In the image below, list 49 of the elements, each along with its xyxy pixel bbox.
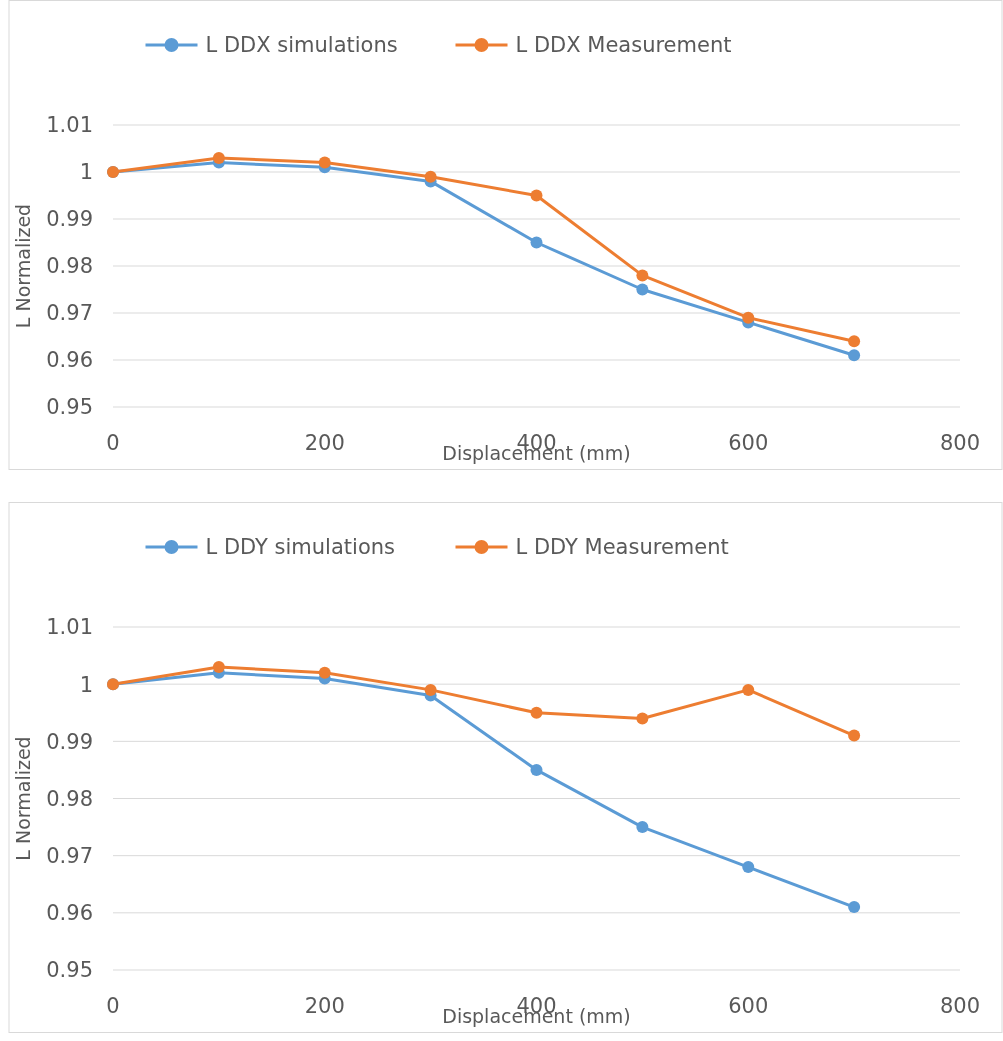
point: [424, 683, 437, 696]
point: [636, 821, 649, 834]
point: [212, 151, 225, 164]
y-tick-label: 1: [79, 672, 93, 697]
point: [848, 335, 861, 348]
y-tick-label: 1: [79, 160, 93, 185]
point: [530, 189, 543, 202]
y-tick-label: 1.01: [46, 615, 93, 640]
legend-label: L DDY Measurement: [515, 535, 729, 560]
y-tick-label: 1.01: [46, 113, 93, 138]
y-tick-label: 0.97: [46, 301, 93, 326]
x-tick-label: 600: [728, 431, 769, 455]
y-axis-title: L Normalized: [12, 203, 34, 329]
y-tick-label: 0.97: [46, 844, 93, 869]
point: [318, 666, 331, 679]
x-tick-label: 0: [106, 994, 120, 1018]
legend-label: L DDX simulations: [205, 33, 398, 58]
y-tick-label: 0.99: [46, 729, 93, 754]
point: [530, 236, 543, 249]
point: [530, 763, 543, 776]
point: [742, 311, 755, 324]
point: [848, 729, 861, 742]
x-tick-label: 800: [939, 994, 981, 1018]
x-tick-label: 600: [728, 994, 769, 1018]
x-tick-label: 200: [304, 994, 345, 1018]
y-tick-label: 0.98: [46, 786, 93, 811]
point: [848, 349, 861, 362]
point: [530, 706, 543, 719]
y-tick-label: 0.95: [46, 958, 93, 983]
point: [636, 269, 649, 282]
point: [212, 661, 225, 674]
legend-label: L DDY simulations: [205, 535, 395, 560]
y-tick-label: 0.96: [46, 901, 93, 926]
point: [742, 861, 755, 874]
y-tick-label: 0.96: [46, 348, 93, 373]
point: [424, 170, 437, 183]
legend-label: L DDX Measurement: [515, 33, 732, 58]
point: [636, 712, 649, 725]
point: [742, 683, 755, 696]
y-tick-label: 0.99: [46, 207, 93, 232]
point: [318, 156, 331, 169]
x-tick-label: 800: [939, 431, 981, 455]
x-tick-label: 200: [304, 431, 345, 455]
point: [636, 283, 649, 296]
y-tick-label: 0.95: [46, 395, 93, 420]
y-tick-label: 0.98: [46, 254, 93, 279]
point: [848, 901, 861, 914]
y-axis-title: L Normalized: [12, 736, 34, 861]
x-tick-label: 0: [106, 431, 120, 455]
